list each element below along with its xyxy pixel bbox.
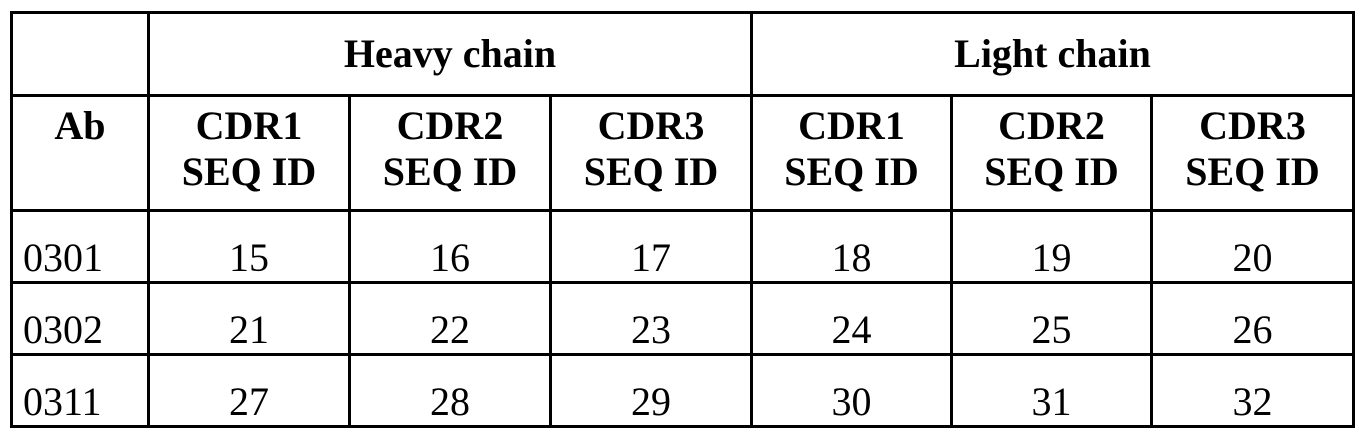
column-header-line2: SEQ ID [753, 149, 950, 195]
table-row: 0301151617181920 [12, 211, 1354, 283]
ab-cell: 0311 [12, 355, 149, 427]
column-header-line2: SEQ ID [953, 149, 1150, 195]
ab-cell: 0302 [12, 283, 149, 355]
group-header-row: Heavy chain Light chain [12, 13, 1354, 96]
seq-id-cell: 31 [952, 355, 1152, 427]
seq-id-cell: 15 [149, 211, 350, 283]
column-header-line2: SEQ ID [351, 149, 549, 195]
seq-id-cell: 25 [952, 283, 1152, 355]
seq-id-cell: 24 [752, 283, 952, 355]
column-header: CDR2SEQ ID [350, 96, 551, 211]
table-row: 0302212223242526 [12, 283, 1354, 355]
seq-id-cell: 19 [952, 211, 1152, 283]
seq-id-cell: 17 [551, 211, 752, 283]
seq-id-cell: 27 [149, 355, 350, 427]
seq-id-cell: 16 [350, 211, 551, 283]
column-header-line2: SEQ ID [1153, 149, 1352, 195]
cdr-sequence-table: Heavy chain Light chain Ab CDR1SEQ ID CD… [10, 11, 1355, 428]
column-header: CDR1SEQ ID [149, 96, 350, 211]
ab-header: Ab [12, 96, 149, 211]
column-header-line1: CDR1 [753, 103, 950, 149]
heavy-chain-header: Heavy chain [149, 13, 752, 96]
column-header-line2: SEQ ID [150, 149, 348, 195]
column-header: CDR3SEQ ID [551, 96, 752, 211]
column-header-line1: CDR2 [953, 103, 1150, 149]
seq-id-cell: 18 [752, 211, 952, 283]
column-header-line2: SEQ ID [552, 149, 750, 195]
seq-id-cell: 22 [350, 283, 551, 355]
seq-id-cell: 20 [1152, 211, 1354, 283]
seq-id-cell: 28 [350, 355, 551, 427]
column-header-line1: CDR3 [1153, 103, 1352, 149]
seq-id-cell: 30 [752, 355, 952, 427]
column-header-line1: CDR3 [552, 103, 750, 149]
table-row: 0311272829303132 [12, 355, 1354, 427]
column-header-row: Ab CDR1SEQ ID CDR2SEQ ID CDR3SEQ ID CDR1… [12, 96, 1354, 211]
column-header: CDR2SEQ ID [952, 96, 1152, 211]
seq-id-cell: 29 [551, 355, 752, 427]
seq-id-cell: 26 [1152, 283, 1354, 355]
ab-cell: 0301 [12, 211, 149, 283]
seq-id-cell: 21 [149, 283, 350, 355]
column-header-line1: CDR2 [351, 103, 549, 149]
column-header: CDR1SEQ ID [752, 96, 952, 211]
column-header: CDR3SEQ ID [1152, 96, 1354, 211]
column-header-line1: CDR1 [150, 103, 348, 149]
seq-id-cell: 32 [1152, 355, 1354, 427]
light-chain-header: Light chain [752, 13, 1354, 96]
seq-id-cell: 23 [551, 283, 752, 355]
empty-corner-cell [12, 13, 149, 96]
